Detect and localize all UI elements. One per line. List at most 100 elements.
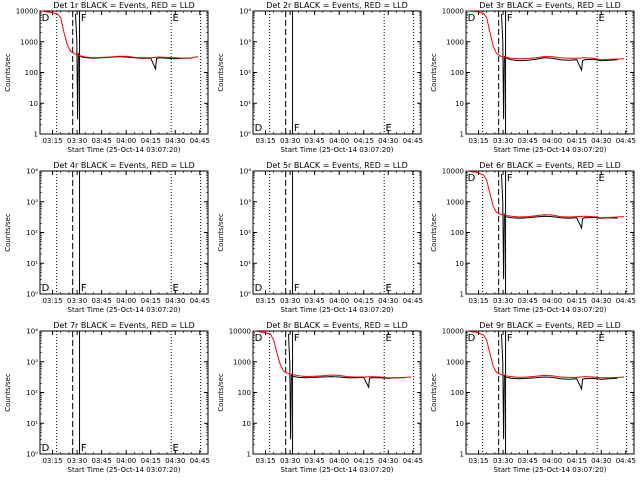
events-series-line bbox=[288, 333, 405, 440]
y-axis-label: Counts/sec bbox=[4, 373, 12, 412]
y-axis-label: Counts/sec bbox=[430, 53, 438, 92]
detector-panel: Det 2r BLACK = Events, RED = LLD 10⁰ 10¹ 10… bbox=[217, 1, 423, 154]
segment-marker: E bbox=[598, 173, 604, 184]
y-axis-label: Counts/sec bbox=[4, 213, 12, 252]
segment-marker: F bbox=[294, 333, 300, 344]
y-tick-label: 10⁴ bbox=[26, 168, 38, 176]
x-tick-label: 04:30 bbox=[378, 137, 398, 145]
y-tick-label: 100 bbox=[451, 389, 464, 397]
segment-marker: D bbox=[42, 443, 50, 454]
y-tick-label: 100 bbox=[451, 229, 464, 237]
y-tick-label: 10000 bbox=[442, 168, 464, 176]
y-tick-label: 1 bbox=[460, 131, 464, 139]
plot-frame bbox=[465, 10, 635, 135]
y-tick-label: 100 bbox=[25, 69, 38, 77]
detector-panel: Det 6r BLACK = Events, RED = LLD 1 10 100 10… bbox=[430, 161, 636, 314]
x-tick-label: 03:30 bbox=[493, 297, 513, 305]
y-tick-label: 10³ bbox=[239, 198, 251, 206]
x-axis-label: Start Time (25-Oct-14 03:07:20) bbox=[494, 306, 607, 314]
segment-marker: E bbox=[598, 13, 604, 24]
panel-title: Det 2r BLACK = Events, RED = LLD bbox=[266, 1, 408, 10]
plot-frame bbox=[252, 170, 422, 295]
x-tick-label: 04:30 bbox=[591, 297, 611, 305]
y-tick-label: 10⁴ bbox=[239, 168, 251, 176]
y-tick-label: 1 bbox=[460, 451, 464, 459]
x-tick-label: 03:15 bbox=[42, 297, 62, 305]
x-tick-label: 04:00 bbox=[542, 297, 562, 305]
x-tick-label: 04:30 bbox=[378, 297, 398, 305]
x-tick-label: 04:45 bbox=[190, 297, 210, 305]
x-tick-label: 04:45 bbox=[403, 297, 423, 305]
y-tick-label: 10 bbox=[242, 420, 251, 428]
x-tick-label: 04:00 bbox=[116, 297, 136, 305]
lld-series-line bbox=[41, 10, 199, 59]
segment-marker: F bbox=[81, 13, 87, 24]
y-tick-label: 10⁴ bbox=[239, 8, 251, 16]
segment-marker: E bbox=[385, 283, 391, 294]
x-tick-label: 03:45 bbox=[92, 457, 112, 465]
segment-marker: D bbox=[468, 333, 476, 344]
x-tick-label: 04:45 bbox=[616, 457, 636, 465]
y-tick-label: 10 bbox=[455, 100, 464, 108]
x-tick-label: 03:30 bbox=[280, 457, 300, 465]
y-axis-label: Counts/sec bbox=[4, 53, 12, 92]
x-tick-label: 03:45 bbox=[305, 457, 325, 465]
x-axis-label: Start Time (25-Oct-14 03:07:20) bbox=[281, 146, 394, 154]
plot-frame bbox=[465, 170, 635, 295]
segment-marker: F bbox=[507, 173, 513, 184]
y-tick-label: 10 bbox=[29, 100, 38, 108]
y-tick-label: 10² bbox=[26, 389, 38, 397]
detector-panel: Det 1r BLACK = Events, RED = LLD 1 10 100 10… bbox=[4, 1, 210, 154]
plot-frame bbox=[39, 330, 209, 455]
y-tick-label: 100 bbox=[451, 69, 464, 77]
y-tick-label: 10² bbox=[239, 69, 251, 77]
detector-panel: Det 4r BLACK = Events, RED = LLD 10⁰ 10¹ 10… bbox=[4, 161, 210, 314]
plot-frame bbox=[252, 330, 422, 455]
plot-frame bbox=[39, 10, 209, 135]
y-tick-label: 10⁴ bbox=[26, 328, 38, 336]
x-tick-label: 03:30 bbox=[67, 457, 87, 465]
y-axis-label: Counts/sec bbox=[217, 53, 225, 92]
y-axis-label: Counts/sec bbox=[217, 373, 225, 412]
x-tick-label: 04:15 bbox=[354, 137, 374, 145]
detector-panel: Det 3r BLACK = Events, RED = LLD 1 10 100 10… bbox=[430, 1, 636, 154]
x-tick-label: 04:00 bbox=[329, 297, 349, 305]
events-series-line bbox=[501, 333, 618, 440]
segment-marker: D bbox=[468, 13, 476, 24]
x-tick-label: 04:30 bbox=[591, 137, 611, 145]
y-tick-label: 1000 bbox=[233, 358, 251, 366]
x-tick-label: 04:00 bbox=[329, 137, 349, 145]
y-tick-label: 10⁰ bbox=[26, 291, 38, 299]
panel-title: Det 7r BLACK = Events, RED = LLD bbox=[53, 321, 195, 330]
segment-marker: E bbox=[172, 283, 178, 294]
segment-marker: E bbox=[385, 123, 391, 134]
segment-marker: F bbox=[294, 283, 300, 294]
x-tick-label: 03:15 bbox=[255, 137, 275, 145]
x-tick-label: 03:45 bbox=[518, 297, 538, 305]
detector-panel: Det 5r BLACK = Events, RED = LLD 10⁰ 10¹ 10… bbox=[217, 161, 423, 314]
x-tick-label: 04:45 bbox=[403, 457, 423, 465]
x-tick-label: 04:15 bbox=[141, 457, 161, 465]
x-tick-label: 04:30 bbox=[378, 457, 398, 465]
y-tick-label: 10000 bbox=[442, 328, 464, 336]
x-tick-label: 04:00 bbox=[116, 137, 136, 145]
x-tick-label: 04:15 bbox=[567, 457, 587, 465]
detector-panel: Det 7r BLACK = Events, RED = LLD 10⁰ 10¹ 10… bbox=[4, 321, 210, 474]
lld-series-line bbox=[467, 170, 625, 219]
segment-marker: F bbox=[507, 13, 513, 24]
y-tick-label: 10³ bbox=[26, 198, 38, 206]
plot-frame bbox=[252, 10, 422, 135]
x-tick-label: 04:30 bbox=[591, 457, 611, 465]
panel-title: Det 3r BLACK = Events, RED = LLD bbox=[479, 1, 621, 10]
y-tick-label: 1000 bbox=[446, 198, 464, 206]
events-series-line bbox=[501, 173, 618, 280]
y-tick-label: 1 bbox=[247, 451, 251, 459]
y-tick-label: 10⁰ bbox=[26, 451, 38, 459]
events-series-line bbox=[75, 13, 192, 120]
segment-marker: E bbox=[172, 443, 178, 454]
segment-marker: E bbox=[172, 13, 178, 24]
plot-frame bbox=[465, 330, 635, 455]
lld-series-line bbox=[467, 330, 625, 379]
y-tick-label: 10¹ bbox=[239, 100, 251, 108]
panel-title: Det 5r BLACK = Events, RED = LLD bbox=[266, 161, 408, 170]
